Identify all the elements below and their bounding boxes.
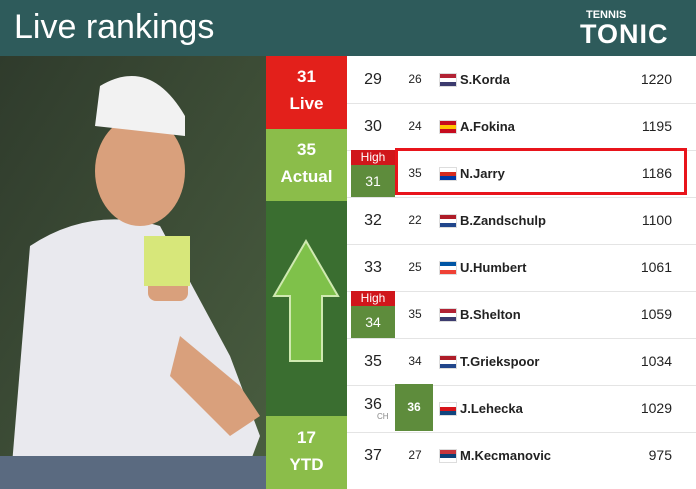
ytd-box: 17 YTD [266,416,347,489]
previous-rank: 25 [408,260,422,274]
live-box: 31 Live [266,56,347,129]
player-name: T.Griekspoor [460,354,540,369]
ranking-row: 29 26 S.Korda 1220 [347,56,696,103]
points: 1061 [640,259,672,275]
previous-rank: 36 [395,384,433,431]
highlight-frame [395,148,687,195]
points: 1029 [640,400,672,416]
ytd-label: YTD [289,455,324,474]
previous-rank: 35 [408,307,422,321]
ranking-row: 37 27 M.Kecmanovic 975 [347,432,696,479]
player-name: J.Lehecka [460,401,523,416]
flag [439,261,457,275]
rank: 36 [364,396,382,413]
rank: 32 [364,212,382,229]
rank: 29 [364,71,382,88]
row-divider [347,103,696,104]
row-divider [347,244,696,245]
ytd-value: 17 [297,428,316,447]
flag [439,355,457,369]
player-name: M.Kecmanovic [460,448,552,463]
previous-rank: 35 [408,166,422,180]
actual-value: 35 [297,140,316,159]
rank: 35 [364,353,382,370]
points: 1059 [640,306,672,322]
player-name: A.Fokina [460,119,515,134]
header-bar [0,0,696,56]
previous-rank: 22 [408,213,422,227]
row-divider [347,338,696,339]
row-divider [347,197,696,198]
player-name: U.Humbert [460,260,527,275]
rank: 33 [364,259,382,276]
ranking-row: 33 25 U.Humbert 1061 [347,244,696,291]
title: Live rankings [14,8,215,46]
ranking-row: 35 34 T.Griekspoor 1034 [347,338,696,385]
ranking-row: 30 24 A.Fokina 1195 [347,103,696,150]
logo-bottom: TONIC [580,19,669,49]
flag [439,167,457,181]
trend-panel [266,201,347,416]
player-name: S.Korda [460,72,510,87]
points: 1186 [641,165,672,181]
rank: 30 [364,118,382,135]
points: 1034 [640,353,672,369]
row-divider [347,432,696,433]
actual-label: Actual [280,167,333,186]
previous-rank: 27 [408,448,422,462]
previous-rank: 34 [408,354,422,368]
row-divider [347,291,696,292]
points: 1220 [640,71,672,87]
actual-box: 35 Actual [266,129,347,201]
previous-rank: 26 [408,72,422,86]
ranking-row: 36 CH 36 J.Lehecka 1029 [347,384,696,432]
previous-rank: 24 [408,119,422,133]
ranking-row: 32 22 B.Zandschulp 1100 [347,197,696,244]
player-name: B.Zandschulp [460,213,546,228]
flag [439,214,457,228]
player-name: B.Shelton [460,307,521,322]
live-value: 31 [297,67,316,86]
flag [439,449,457,463]
points: 1100 [641,212,672,228]
ch-label: CH [377,412,389,421]
logo-top: TENNIS [586,9,627,21]
player-photo [0,56,266,489]
flag [439,73,457,87]
rank: 34 [351,306,395,338]
flag [439,308,457,322]
live-label: Live [289,94,324,113]
points: 975 [648,447,672,463]
flag [439,120,457,134]
ranking-row: High 31 35 N.Jarry 1186 [347,148,696,197]
flag [439,402,457,416]
high-badge: High [351,150,395,165]
rank: 37 [364,447,382,464]
points: 1195 [641,118,672,134]
ranking-row: High 34 35 B.Shelton 1059 [347,291,696,338]
player-name: N.Jarry [460,166,505,181]
high-badge: High [351,291,395,306]
row-divider [347,385,696,386]
rank: 31 [351,165,395,197]
